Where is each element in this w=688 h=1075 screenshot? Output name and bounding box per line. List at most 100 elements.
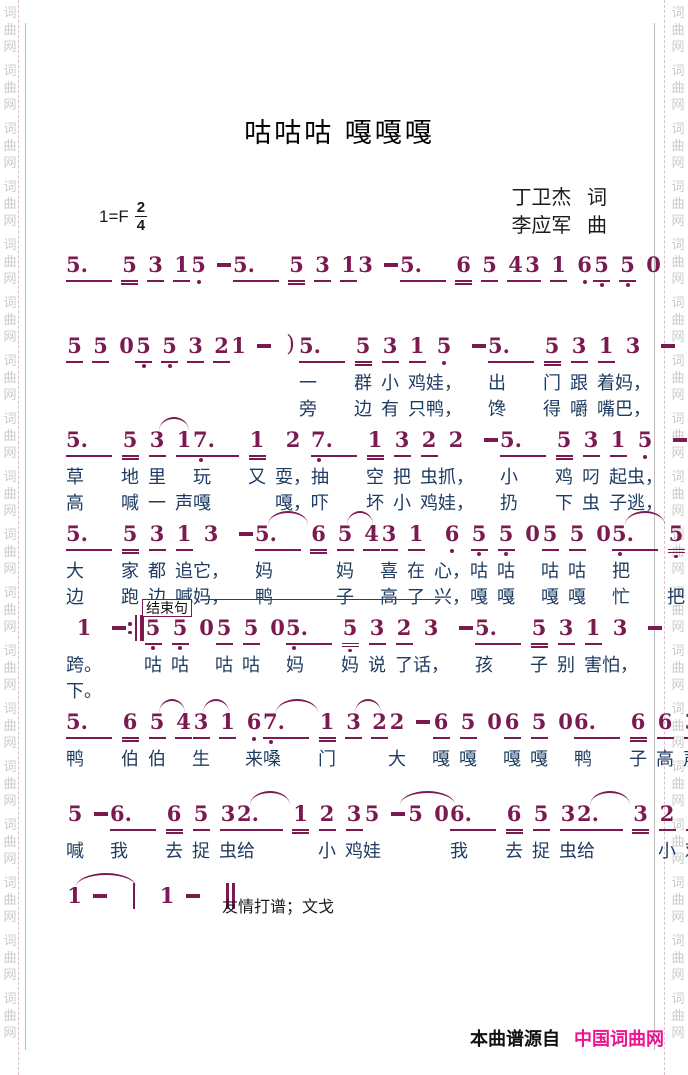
note-number: 0 <box>596 521 611 546</box>
note-subscripts <box>574 735 620 746</box>
lyric-syllable: 咕 <box>242 655 260 675</box>
lyric-cell: 忙 <box>612 585 658 610</box>
watermark-group: 词曲网 <box>671 817 685 866</box>
note-number <box>416 709 431 735</box>
lyric-syllable: 伯 <box>148 749 166 769</box>
credits-block: 丁卫杰 词 李应军 曲 <box>511 184 607 240</box>
note-number <box>239 521 254 547</box>
note-token: 1 着嘴 <box>597 333 615 422</box>
lyric-syllable: 空 <box>366 467 384 487</box>
footer-source-text: 本曲谱源自 <box>470 1029 560 1049</box>
lyric-cell: 嘎 <box>432 747 450 772</box>
watermark-group: 词曲网 <box>3 469 17 518</box>
lyric-syllable: 玩 <box>193 467 211 487</box>
note-number: 3 <box>315 252 330 277</box>
note-head: 6. <box>574 709 620 746</box>
note-number: 1 <box>408 521 424 546</box>
dash-token <box>471 333 488 422</box>
note-head: 3 <box>632 801 649 838</box>
lyric-syllable: 声 <box>175 493 193 513</box>
note-number: 6. <box>110 801 132 826</box>
beam-underline <box>286 642 332 645</box>
note-number: 6 <box>122 709 138 734</box>
footer-brand-link[interactable]: 中国词曲网 <box>574 1029 664 1049</box>
note-head <box>92 883 109 920</box>
dash-token <box>238 521 255 610</box>
note-number: 3 <box>148 252 163 277</box>
barline <box>133 883 135 909</box>
beam-underline <box>213 360 230 363</box>
lyric-cell: 别 <box>557 653 575 678</box>
beam-underline <box>574 736 620 739</box>
note-head: ) <box>282 332 299 370</box>
note-head: 3 <box>381 333 399 370</box>
key-time-signature: 1=F 2 4 <box>99 200 148 233</box>
note-token: 1 鸡只 <box>408 333 426 422</box>
note-number: 1 <box>67 883 82 908</box>
lyric-cell: 喊 <box>66 839 84 864</box>
beam-underline <box>354 360 372 363</box>
lyric-cell <box>238 585 255 610</box>
note-number: 1 <box>231 333 246 358</box>
lyric-cell <box>213 397 230 422</box>
notation-line: 5.鸭6伯5伯43生16来7.嗓1门322大6嘎5嘎06嘎5嘎06.鸭6子6高3… <box>66 699 688 772</box>
note-token: 3 <box>357 252 374 289</box>
beam-underline <box>543 360 561 363</box>
note-number: 5 <box>482 252 497 277</box>
note-token: 5. 小扔 <box>500 427 546 516</box>
measure: 7. 玩嘎 1 又 2 耍， 嘎， <box>193 427 311 516</box>
note-head: 3 <box>187 333 204 370</box>
lyric-syllable: 娃， <box>438 493 474 513</box>
lyric-cell: 嘴 <box>597 397 615 422</box>
lyric-cell: 旁 <box>299 397 345 422</box>
note-subscripts <box>66 735 112 746</box>
note-token: 3 话， <box>413 615 449 704</box>
note-subscripts <box>92 359 109 370</box>
lyric-cell: 鸡 <box>555 465 573 490</box>
note-number: 5 <box>289 252 304 277</box>
note-head: 1 <box>175 427 193 464</box>
note-token: 5 妈子 <box>336 511 373 610</box>
lyric-cell: 伯 <box>121 747 139 772</box>
note-subscripts <box>93 827 110 838</box>
beam-underline <box>292 832 309 834</box>
lyric-syllable: 小 <box>658 841 676 861</box>
lyric-cell <box>93 839 110 864</box>
lyric-cell: 草 <box>66 465 112 490</box>
note-number: 5. <box>255 521 277 546</box>
note-number <box>384 252 399 278</box>
note-subscripts <box>148 547 166 558</box>
note-subscripts <box>550 278 567 289</box>
note-token: 4 <box>175 709 192 772</box>
dash-token <box>92 883 109 920</box>
watermark-group: 词曲网 <box>671 5 685 54</box>
note-subscripts <box>148 735 166 746</box>
slur-arc <box>355 699 382 713</box>
octave-dot <box>582 279 587 284</box>
lyric-cell <box>672 491 688 516</box>
note-token: 0 <box>486 709 503 772</box>
note-subscripts <box>187 359 204 370</box>
watermark-group: 词曲网 <box>3 63 17 112</box>
note-number: 5 <box>67 801 83 826</box>
lyric-cell: 咕 <box>242 653 260 678</box>
note-subscripts <box>144 641 162 652</box>
end-repeat-barline <box>128 615 144 641</box>
slur-arc <box>250 791 290 805</box>
lyric-syllable: 妈， <box>193 587 229 607</box>
note-head: 0 <box>524 521 541 558</box>
measure: 2.给32小6鸡 <box>577 791 688 864</box>
footer: 本曲谱源自 中国词曲网 <box>470 1025 664 1051</box>
note-subscripts <box>161 359 178 370</box>
lyricist-credit: 丁卫杰 词 <box>511 187 607 209</box>
lyric-cell: 娃， <box>426 371 462 396</box>
note-head: 3 <box>612 615 629 652</box>
beam-underline <box>248 454 266 457</box>
note-head: 2 <box>213 333 230 370</box>
note-head: 2 <box>448 427 465 464</box>
lyric-cell: 跑 <box>121 585 139 610</box>
note-subscripts <box>255 547 301 558</box>
note-subscripts <box>380 547 398 558</box>
